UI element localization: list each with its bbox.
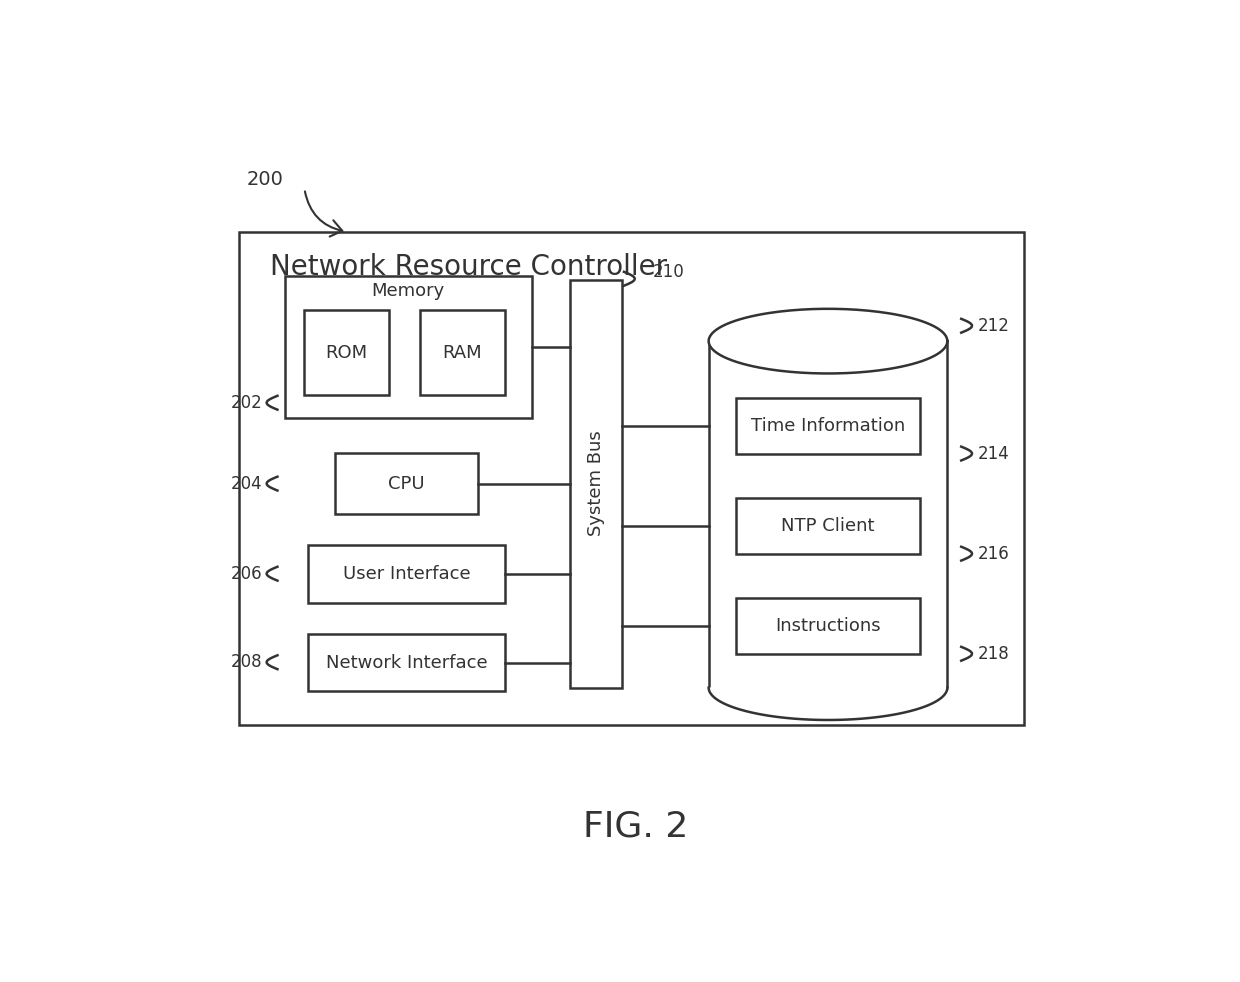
Polygon shape	[709, 308, 947, 373]
Bar	[304, 310, 389, 395]
Text: System Bus: System Bus	[588, 431, 605, 536]
Text: Memory: Memory	[372, 282, 445, 300]
Text: FIG. 2: FIG. 2	[583, 809, 688, 844]
Bar	[420, 310, 505, 395]
Text: Time Information: Time Information	[751, 416, 905, 435]
Text: 214: 214	[978, 445, 1009, 463]
Text: CPU: CPU	[388, 474, 425, 493]
Bar	[239, 232, 1024, 725]
Bar	[335, 453, 477, 515]
Text: 212: 212	[978, 317, 1011, 335]
Text: User Interface: User Interface	[342, 565, 470, 583]
Bar	[285, 276, 532, 418]
FancyArrowPatch shape	[305, 191, 342, 237]
Text: RAM: RAM	[443, 344, 482, 361]
Bar	[735, 598, 920, 654]
Text: 200: 200	[247, 170, 284, 189]
Text: Instructions: Instructions	[775, 617, 880, 635]
Text: 208: 208	[231, 653, 262, 672]
Text: 216: 216	[978, 545, 1009, 563]
Text: 210: 210	[652, 263, 684, 281]
Bar	[309, 545, 505, 603]
Bar	[309, 633, 505, 691]
Text: 218: 218	[978, 645, 1009, 663]
Text: NTP Client: NTP Client	[781, 517, 874, 535]
Bar	[708, 341, 947, 687]
Text: 204: 204	[231, 474, 262, 493]
Text: 202: 202	[231, 394, 262, 411]
Text: Network Resource Controller: Network Resource Controller	[270, 252, 667, 281]
Bar	[735, 498, 920, 554]
Text: ROM: ROM	[326, 344, 368, 361]
Bar	[570, 280, 622, 687]
Bar	[735, 398, 920, 454]
Text: Network Interface: Network Interface	[326, 654, 487, 672]
Text: 206: 206	[231, 565, 262, 582]
